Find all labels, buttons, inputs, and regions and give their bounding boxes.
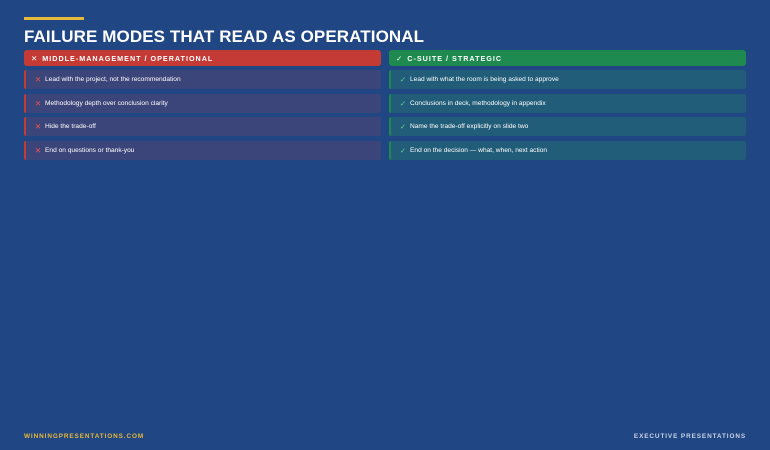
operational-header-label: MIDDLE-MANAGEMENT / OPERATIONAL: [42, 53, 214, 63]
x-icon: ✕: [34, 145, 42, 155]
check-icon: ✓: [399, 75, 407, 84]
strategic-item: ✓ Lead with what the room is being asked…: [389, 70, 746, 89]
title-accent-bar: [24, 17, 84, 20]
strategic-item-text: Lead with what the room is being asked t…: [410, 76, 559, 83]
operational-item: ✕ Hide the trade-off: [24, 117, 381, 136]
check-icon: ✓: [399, 145, 407, 155]
check-icon: ✓: [399, 98, 407, 108]
operational-item: ✕ End on questions or thank-you: [24, 140, 381, 160]
strategic-item-text: End on the decision — what, when, next a…: [410, 146, 548, 154]
operational-item-text: Methodology depth over conclusion clarit…: [45, 99, 168, 107]
strategic-column: ✓ C-SUITE / STRATEGIC ✓ Lead with what t…: [389, 50, 746, 164]
footer-website: WINNINGPRESENTATIONS.COM: [24, 433, 145, 440]
operational-item: ✕ Methodology depth over conclusion clar…: [24, 93, 381, 113]
strategic-item: ✓ Conclusions in deck, methodology in ap…: [389, 93, 746, 113]
operational-item-text: Hide the trade-off: [45, 123, 96, 130]
operational-header: ✕ MIDDLE-MANAGEMENT / OPERATIONAL: [24, 50, 381, 66]
x-icon: ✕: [34, 122, 42, 131]
operational-item: ✕ Lead with the project, not the recomme…: [24, 70, 381, 89]
check-icon: ✓: [399, 122, 407, 131]
strategic-item-text: Name the trade-off explicitly on slide t…: [410, 123, 529, 130]
strategic-item: ✓ Name the trade-off explicitly on slide…: [389, 117, 746, 136]
strategic-item: ✓ End on the decision — what, when, next…: [389, 140, 746, 160]
check-icon: ✓: [396, 53, 404, 63]
operational-column: ✕ MIDDLE-MANAGEMENT / OPERATIONAL ✕ Lead…: [24, 50, 381, 164]
x-icon: ✕: [34, 75, 42, 84]
strategic-header: ✓ C-SUITE / STRATEGIC: [389, 50, 746, 66]
footer-section-label: EXECUTIVE PRESENTATIONS: [633, 433, 746, 440]
comparison-columns: ✕ MIDDLE-MANAGEMENT / OPERATIONAL ✕ Lead…: [24, 50, 746, 164]
operational-item-text: End on questions or thank-you: [45, 146, 135, 154]
strategic-header-label: C-SUITE / STRATEGIC: [407, 53, 503, 63]
page-title: FAILURE MODES THAT READ AS OPERATIONAL: [24, 27, 425, 46]
x-icon: ✕: [34, 98, 42, 108]
x-icon: ✕: [31, 53, 39, 63]
operational-item-text: Lead with the project, not the recommend…: [45, 76, 181, 83]
strategic-item-text: Conclusions in deck, methodology in appe…: [410, 99, 546, 107]
